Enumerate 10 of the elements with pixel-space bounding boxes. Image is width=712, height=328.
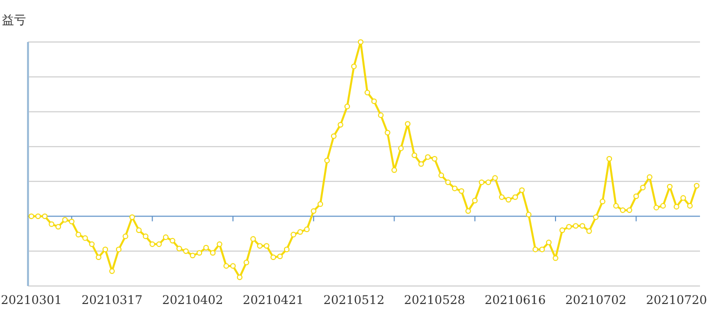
y-axis-title: 益亏 — [2, 13, 26, 27]
x-tick-label: 20210616 — [484, 293, 546, 307]
x-tick-label: 20210402 — [162, 293, 224, 307]
x-tick-label: 20210512 — [323, 293, 384, 307]
x-tick-label: 20210301 — [0, 293, 62, 307]
x-tick-label: 20210702 — [565, 293, 626, 307]
x-tick-label: 20210528 — [404, 293, 466, 307]
x-tick-label: 20210317 — [81, 293, 143, 307]
x-tick-label: 20210720 — [646, 293, 708, 307]
x-tick-label: 20210421 — [242, 293, 304, 307]
